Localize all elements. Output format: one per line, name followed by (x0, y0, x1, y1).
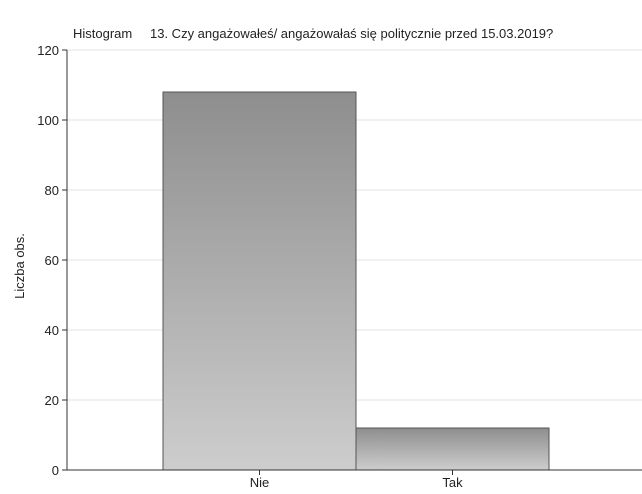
x-ticks: Nie Tak (250, 470, 463, 490)
y-tick-label: 80 (45, 183, 59, 198)
bar-nie (162, 91, 357, 471)
y-tick-label: 100 (37, 113, 59, 128)
chart-title-prefix: Histogram (73, 26, 132, 41)
y-tick-label: 40 (45, 323, 59, 338)
y-tick-label: 0 (52, 463, 59, 478)
x-tick-label: Tak (442, 475, 463, 489)
y-ticks: 0 20 40 60 80 100 120 (37, 43, 67, 478)
x-tick-label: Nie (250, 475, 270, 489)
bar-tak (355, 427, 550, 471)
chart-title-group: Histogram 13. Czy angażowałeś/ angażował… (73, 26, 553, 41)
chart-title: 13. Czy angażowałeś/ angażowałaś się pol… (150, 26, 553, 41)
y-tick-label: 120 (37, 43, 59, 58)
y-axis-label: Liczba obs. (12, 233, 27, 299)
bars (162, 91, 550, 471)
y-tick-label: 60 (45, 253, 59, 268)
y-tick-label: 20 (45, 393, 59, 408)
